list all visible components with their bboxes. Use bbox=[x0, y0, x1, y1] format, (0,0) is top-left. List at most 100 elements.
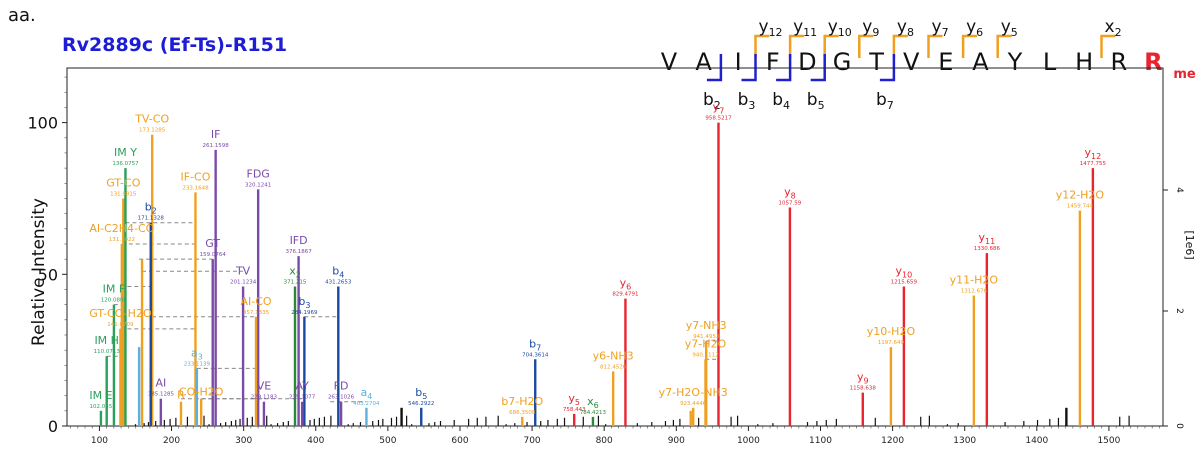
x-tick-label: 400 bbox=[307, 436, 324, 446]
peak-mz-label: 159.0764 bbox=[200, 252, 227, 258]
peak-mz-label: 940.5112 bbox=[692, 352, 718, 358]
peak-mz-label: 1057.59 bbox=[779, 201, 802, 207]
x-tick-label: 300 bbox=[235, 436, 252, 446]
x-tick-label: 100 bbox=[91, 436, 108, 446]
peak-mz-label: 1330.686 bbox=[974, 246, 1001, 252]
residue: Y bbox=[1007, 48, 1023, 76]
y-tick-label: 50 bbox=[38, 265, 58, 284]
y-bracket bbox=[858, 34, 874, 58]
peak-mz-label: 1197.649 bbox=[878, 340, 905, 346]
peak-label: VE bbox=[257, 380, 272, 393]
peak-label: y7-NH3 bbox=[686, 319, 727, 332]
peak-label: y6-NH3 bbox=[593, 349, 634, 362]
fragment-label: y8 bbox=[897, 17, 914, 39]
b-bracket bbox=[741, 54, 757, 82]
peak-mz-label: 110.0713 bbox=[94, 349, 121, 355]
x-tick-label: 1200 bbox=[881, 436, 904, 446]
residue: I bbox=[735, 48, 742, 76]
peak-label: x2 bbox=[289, 264, 301, 279]
y-bracket bbox=[1100, 34, 1116, 58]
fragment-label: b3 bbox=[738, 90, 756, 112]
peak-label: FDG bbox=[247, 167, 270, 180]
peak-mz-label: 923.4446 bbox=[680, 401, 707, 407]
peak-label: y9 bbox=[857, 371, 869, 386]
peak-mz-label: 261.1598 bbox=[203, 143, 230, 149]
peak-label: y12-H2O bbox=[1056, 189, 1105, 202]
peak-label: IFD bbox=[290, 234, 308, 247]
peak-label: TV-CO bbox=[134, 113, 169, 126]
fragment-label: b2 bbox=[703, 90, 721, 112]
peak-mz-label: 120.0808 bbox=[101, 298, 128, 304]
peak-label: FD bbox=[334, 380, 349, 393]
x-tick-label: 900 bbox=[668, 436, 685, 446]
residue: D bbox=[798, 48, 816, 76]
peak-label: y12 bbox=[1085, 146, 1102, 161]
fragment-label: y5 bbox=[1001, 17, 1018, 39]
x-tick-label: 1000 bbox=[737, 436, 760, 446]
peak-label: b5 bbox=[415, 386, 427, 401]
fragment-label: b5 bbox=[807, 90, 825, 112]
peak-mz-label: 102.055 bbox=[90, 404, 113, 410]
residue: R bbox=[1144, 48, 1162, 76]
peak-label: TV bbox=[235, 264, 251, 277]
peak-label: y8 bbox=[784, 186, 796, 201]
b-bracket bbox=[706, 54, 723, 82]
peptide-title: Rv2889c (Ef-Ts)-R151 bbox=[62, 34, 287, 56]
peak-label: y7-H2O bbox=[685, 337, 727, 350]
fragment-label: y7 bbox=[932, 17, 949, 39]
peak-label: b4 bbox=[332, 264, 344, 279]
x-tick-label: 700 bbox=[523, 436, 540, 446]
x-tick-label: 600 bbox=[451, 436, 468, 446]
residue: A bbox=[972, 48, 989, 76]
fragment-label: x2 bbox=[1105, 17, 1122, 39]
peak-label: GT-CO bbox=[106, 176, 140, 189]
peak-mz-label: 403.2704 bbox=[353, 401, 380, 407]
peak-label: y11-H2O bbox=[950, 274, 999, 287]
right-tick-label: 2 bbox=[1174, 308, 1184, 314]
peak-label: GT-CO-H2O bbox=[89, 307, 152, 320]
y-tick-label: 100 bbox=[27, 114, 58, 133]
y-bracket bbox=[892, 34, 908, 58]
peak-mz-label: 284.1969 bbox=[291, 310, 318, 316]
peak-mz-label: 371.215 bbox=[284, 279, 307, 285]
residue: F bbox=[766, 48, 780, 76]
fragment-label: b4 bbox=[772, 90, 790, 112]
peak-mz-label: 431.2653 bbox=[325, 279, 352, 285]
peak-mz-label: 546.2922 bbox=[408, 401, 434, 407]
peak-mz-label: 758.443 bbox=[563, 407, 586, 413]
peak-mz-label: 784.4213 bbox=[580, 410, 607, 416]
peak-mz-label: 1158.638 bbox=[850, 386, 877, 392]
peak-mz-label: 1215.659 bbox=[891, 279, 918, 285]
peak-label: a4 bbox=[361, 386, 373, 401]
y-bracket bbox=[788, 34, 805, 58]
peak-mz-label: 233.1648 bbox=[182, 185, 209, 191]
x-tick-label: 200 bbox=[163, 436, 180, 446]
peak-label: y5 bbox=[568, 392, 580, 407]
right-tick-label: 0 bbox=[1174, 423, 1184, 429]
peak-label: y6 bbox=[620, 277, 632, 292]
b-bracket bbox=[810, 54, 826, 82]
panel-label: aa. bbox=[8, 5, 36, 26]
x-tick-label: 1100 bbox=[809, 436, 832, 446]
peak-label: x6 bbox=[587, 395, 599, 410]
peak-mz-label: 233.1139 bbox=[184, 361, 211, 367]
peak-mz-label: 263.1026 bbox=[328, 395, 355, 401]
peak-label: y7 bbox=[713, 101, 725, 116]
peak-mz-label: 171.1328 bbox=[138, 216, 165, 222]
peak-mz-label: 185.1285 bbox=[148, 392, 175, 398]
modification-label: me bbox=[1173, 67, 1195, 82]
x-tick-label: 500 bbox=[379, 436, 396, 446]
y-bracket bbox=[823, 34, 839, 58]
peak-mz-label: 958.5217 bbox=[705, 116, 732, 122]
peak-label: CO-H2O bbox=[179, 386, 224, 399]
y-axis-label: Relative Intensity bbox=[29, 198, 49, 346]
peak-label: IM E bbox=[89, 389, 112, 402]
residue: T bbox=[868, 48, 884, 76]
x-tick-label: 1300 bbox=[953, 436, 976, 446]
peak-label: AI bbox=[155, 377, 166, 390]
peak-label: b7-H2O bbox=[501, 395, 543, 408]
peak-mz-label: 201.1234 bbox=[230, 279, 257, 285]
fragment-label: b7 bbox=[876, 90, 894, 112]
peak-label: y10 bbox=[896, 264, 913, 279]
peak-label: b2 bbox=[145, 201, 157, 216]
